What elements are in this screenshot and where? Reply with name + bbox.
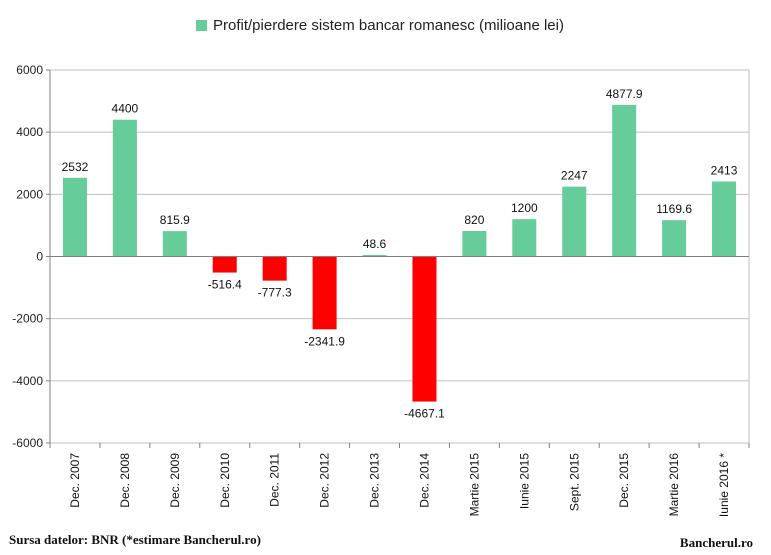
bar <box>212 256 237 273</box>
x-tick-label: Sept. 2015 <box>567 453 581 511</box>
data-label: 4877.9 <box>606 87 643 101</box>
bar <box>162 231 187 257</box>
data-label: -777.3 <box>258 286 292 300</box>
y-tick-label: -6000 <box>12 436 43 450</box>
data-label: -4667.1 <box>404 407 445 421</box>
data-label: -516.4 <box>208 278 242 292</box>
data-label: 1200 <box>511 201 538 215</box>
bar <box>412 256 437 402</box>
x-tick-label: Martie 2016 <box>667 453 681 517</box>
y-tick-label: -4000 <box>12 374 43 388</box>
bar <box>312 256 337 330</box>
source-note: Sursa datelor: BNR (*estimare Bancherul.… <box>9 532 261 547</box>
data-label: 2532 <box>62 160 89 174</box>
x-tick-label: Dec. 2015 <box>617 453 631 508</box>
brand-label: Bancherul.ro <box>679 535 753 550</box>
y-tick-label: 6000 <box>16 63 43 77</box>
x-tick-label: Dec. 2010 <box>218 453 232 508</box>
x-tick-label: Martie 2015 <box>467 453 481 517</box>
bar <box>362 254 387 257</box>
data-label: 1169.6 <box>656 202 692 216</box>
data-label: 4400 <box>112 102 139 116</box>
y-tick-label: 2000 <box>16 187 43 201</box>
y-tick-label: 0 <box>36 250 43 264</box>
bar <box>462 231 487 257</box>
bar <box>112 119 137 257</box>
bar <box>662 220 687 257</box>
x-tick-label: Dec. 2007 <box>68 453 82 508</box>
bar <box>562 186 587 257</box>
data-label: 48.6 <box>363 237 387 251</box>
x-tick-label: Iunie 2015 <box>517 453 531 509</box>
bar <box>712 181 737 257</box>
data-label: -2341.9 <box>304 334 345 348</box>
x-tick-label: Dec. 2014 <box>417 453 431 508</box>
legend-swatch <box>196 20 207 31</box>
x-tick-label: Dec. 2008 <box>118 453 132 508</box>
x-tick-label: Dec. 2011 <box>268 453 282 507</box>
bar <box>262 256 287 281</box>
chart-legend: Profit/pierdere sistem bancar romanesc (… <box>196 17 564 34</box>
x-tick-label: Dec. 2013 <box>368 453 382 508</box>
x-tick-label: Dec. 2009 <box>168 453 182 508</box>
bar <box>62 177 87 257</box>
data-label: 2247 <box>561 169 588 183</box>
bar <box>512 219 537 257</box>
x-tick-label: Iunie 2016 * <box>717 453 731 517</box>
bar <box>612 104 637 257</box>
data-label: 820 <box>464 213 484 227</box>
data-label: 2413 <box>711 163 738 177</box>
x-tick-label: Dec. 2012 <box>318 453 332 508</box>
y-tick-label: 4000 <box>16 125 43 139</box>
data-label: 815.9 <box>160 213 190 227</box>
legend-label: Profit/pierdere sistem bancar romanesc (… <box>213 17 564 34</box>
y-tick-label: -2000 <box>12 312 43 326</box>
